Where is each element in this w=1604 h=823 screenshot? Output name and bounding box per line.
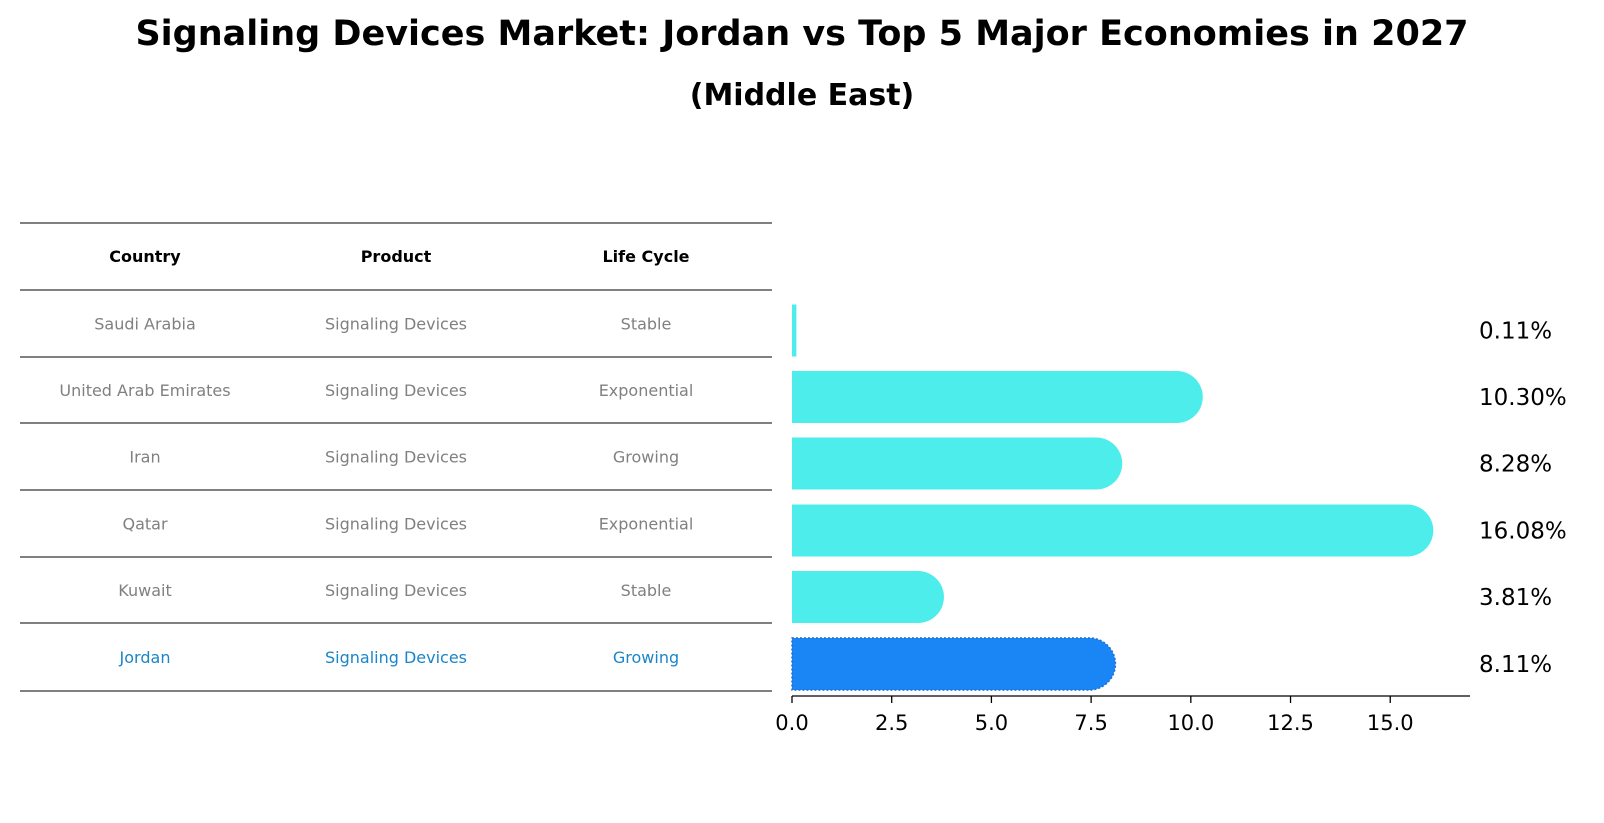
- x-tick-label-1: 2.5: [875, 711, 908, 735]
- table-header-product: Product: [361, 247, 432, 266]
- table-cell-jordan-product: Signaling Devices: [325, 648, 467, 667]
- bar-united-arab-emirates: [792, 371, 1203, 423]
- x-tick-label-5: 12.5: [1267, 711, 1314, 735]
- table-cell-united-arab-emirates-product: Signaling Devices: [325, 381, 467, 400]
- value-label-jordan: 8.11%: [1479, 652, 1552, 678]
- table-cell-kuwait-life-cycle: Stable: [621, 581, 672, 600]
- table-cell-saudi-arabia-life-cycle: Stable: [621, 315, 672, 334]
- bar-qatar: [792, 504, 1434, 557]
- table-cell-qatar-product: Signaling Devices: [325, 515, 467, 534]
- bar-saudi-arabia: [792, 304, 797, 357]
- value-labels: 0.11% 10.30% 8.28% 16.08% 3.81% 8.11%: [1479, 319, 1567, 679]
- table-header-country: Country: [109, 247, 181, 266]
- bar-kuwait: [792, 571, 944, 623]
- bar-iran: [791, 437, 1123, 490]
- table-cell-jordan-country: Jordan: [119, 648, 171, 667]
- table-cell-united-arab-emirates-life-cycle: Exponential: [599, 381, 694, 400]
- table-cell-saudi-arabia-country: Saudi Arabia: [94, 315, 196, 334]
- table-cell-iran-product: Signaling Devices: [325, 448, 467, 467]
- table-cell-qatar-country: Qatar: [122, 515, 167, 534]
- x-tick-label-6: 15.0: [1367, 711, 1414, 735]
- table-cell-qatar-life-cycle: Exponential: [599, 515, 694, 534]
- x-tick-label-4: 10.0: [1167, 711, 1214, 735]
- table-cell-iran-life-cycle: Growing: [613, 448, 679, 467]
- table-cell-kuwait-country: Kuwait: [118, 581, 171, 600]
- value-label-kuwait: 3.81%: [1479, 585, 1552, 611]
- table-cell-saudi-arabia-product: Signaling Devices: [325, 315, 467, 334]
- x-axis: 0.0 2.5 5.0 7.5 10.0 12.5 15.0: [775, 695, 1470, 735]
- bar-series: [791, 304, 1434, 691]
- value-label-united-arab-emirates: 10.30%: [1479, 385, 1567, 411]
- chart-subtitle: (Middle East): [689, 78, 915, 113]
- value-label-saudi-arabia: 0.11%: [1479, 319, 1552, 345]
- x-tick-label-2: 5.0: [975, 711, 1008, 735]
- chart-title: Signaling Devices Market: Jordan vs Top …: [135, 14, 1469, 54]
- bar-jordan: [791, 637, 1117, 691]
- x-tick-label-3: 7.5: [1074, 711, 1107, 735]
- table-cell-united-arab-emirates-country: United Arab Emirates: [59, 381, 230, 400]
- data-table: Country Product Life Cycle Saudi Arabia Sign…: [20, 222, 772, 692]
- table-header-life-cycle: Life Cycle: [602, 247, 689, 266]
- table-cell-iran-country: Iran: [129, 448, 160, 467]
- table-cell-kuwait-product: Signaling Devices: [325, 581, 467, 600]
- value-label-iran: 8.28%: [1479, 452, 1552, 478]
- table-cell-jordan-life-cycle: Growing: [613, 648, 679, 667]
- x-tick-label-0: 0.0: [775, 711, 808, 735]
- value-label-qatar: 16.08%: [1479, 519, 1567, 545]
